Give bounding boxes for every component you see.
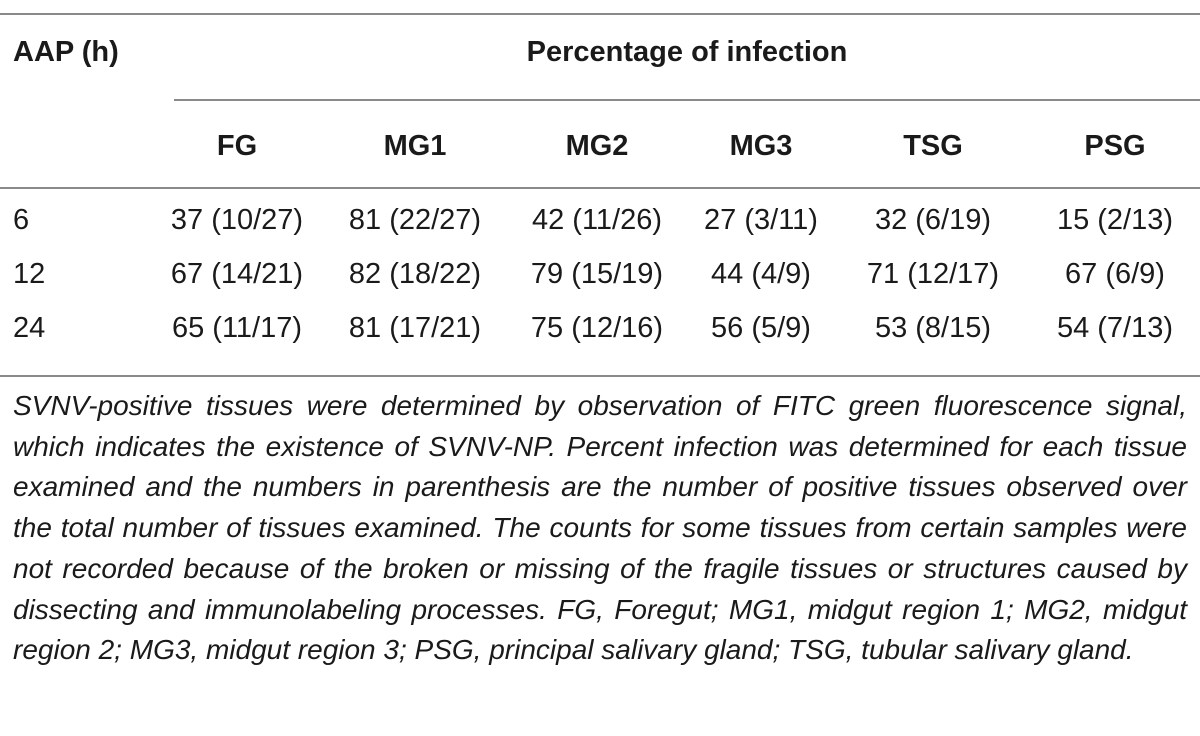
table-cell: 42 (11/26) <box>531 203 663 236</box>
table-row: 12 67 (14/21) 82 (18/22) 79 (15/19) 44 (… <box>0 247 1200 301</box>
column-header-fg: FG <box>216 129 258 162</box>
table-cell: 15 (2/13) <box>1056 203 1174 236</box>
table-cell: 67 (6/9) <box>1065 257 1165 290</box>
table-cell: 81 (22/27) <box>348 203 482 236</box>
table-cell: 79 (15/19) <box>530 257 664 290</box>
table-row: 24 65 (11/17) 81 (17/21) 75 (12/16) 56 (… <box>0 301 1200 355</box>
row-label: 12 <box>13 257 46 290</box>
table-cell: 53 (8/15) <box>874 311 992 344</box>
table-cell: 54 (7/13) <box>1056 311 1174 344</box>
table-cell: 27 (3/11) <box>704 203 818 236</box>
table-footnote: SVNV-positive tissues were determined by… <box>13 390 1187 666</box>
row-header-aap: AAP (h) <box>13 36 119 68</box>
row-label: 24 <box>13 311 46 344</box>
top-rule <box>0 13 1200 15</box>
column-header-mg1: MG1 <box>383 129 447 162</box>
table-cell: 75 (12/16) <box>530 311 664 344</box>
table-cell: 67 (14/21) <box>170 257 304 290</box>
spanner-percentage-of-infection: Percentage of infection <box>526 36 848 68</box>
column-header-psg: PSG <box>1084 129 1146 162</box>
table-cell: 81 (17/21) <box>348 311 482 344</box>
table-cell: 56 (5/9) <box>711 311 811 344</box>
column-header-mg3: MG3 <box>729 129 793 162</box>
table-row: 6 37 (10/27) 81 (22/27) 42 (11/26) 27 (3… <box>0 193 1200 247</box>
table-cell: 71 (12/17) <box>866 257 1000 290</box>
column-header-tsg: TSG <box>903 129 963 162</box>
column-header-empty <box>0 120 152 172</box>
row-label: 6 <box>13 203 30 236</box>
table-cell: 44 (4/9) <box>711 257 811 290</box>
table-cell: 32 (6/19) <box>874 203 992 236</box>
table-bottom-rule <box>0 375 1200 377</box>
header-bottom-rule <box>0 187 1200 189</box>
column-header-mg2: MG2 <box>565 129 629 162</box>
spanner-rule <box>174 99 1200 101</box>
table-cell: 65 (11/17) <box>171 311 303 344</box>
table-cell: 82 (18/22) <box>348 257 482 290</box>
infection-table: FG MG1 MG2 MG3 TSG PSG 6 37 (10/27) 81 (… <box>0 120 1200 355</box>
table-cell: 37 (10/27) <box>170 203 304 236</box>
